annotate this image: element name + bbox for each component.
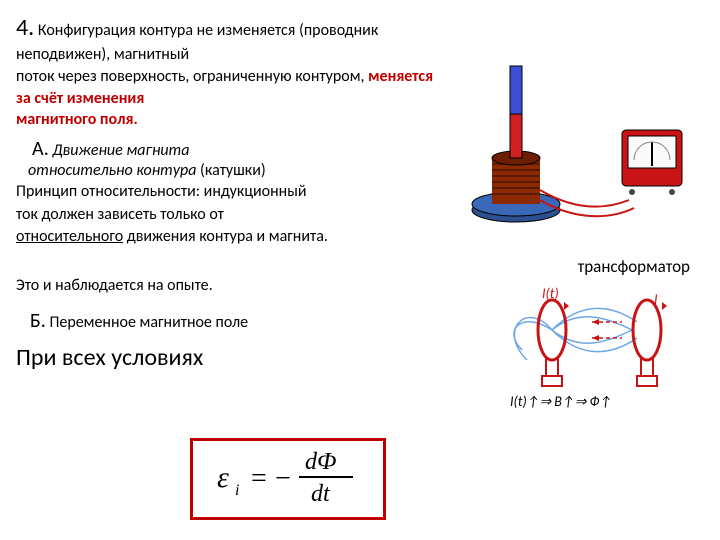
heading-number: 4. [16, 13, 34, 42]
transformer-diagram: I(t) I I(t)↑⇒ B↑⇒ Ф↑ [492, 280, 692, 410]
section-b: Б. Переменное магнитное поле [30, 309, 446, 333]
transformer-caption: I(t)↑⇒ B↑⇒ Ф↑ [510, 393, 612, 410]
principle-line1: Принцип относительности: индукционный [16, 182, 446, 203]
current-label: I(t) [542, 285, 559, 302]
principle-line3: относительного движения контура и магнит… [16, 227, 446, 248]
section-a-subtitle: относительно контура (катушки) [28, 161, 446, 180]
formula-box: ε i = − dФ dt [190, 438, 386, 520]
heading: 4. Конфигурация контура не изменяется (п… [16, 12, 446, 66]
conclusion-text: При всех условиях [16, 343, 446, 372]
formula-eq: = [251, 463, 267, 494]
section-b-title: Переменное магнитное поле [49, 313, 248, 332]
section-a-label: А. [32, 137, 49, 161]
formula-lhs-sub: i [235, 482, 239, 499]
heading-line3: магнитного поля. [16, 109, 446, 131]
coil-magnet-diagram [454, 60, 694, 230]
section-a-title: Движение магнита [52, 141, 189, 160]
current2-label: I [654, 291, 658, 308]
principle-line2: ток должен зависеть только от [16, 205, 446, 226]
heading-line2: поток через поверхность, ограниченную ко… [16, 66, 446, 109]
transformer-label: трансформатор [578, 256, 690, 277]
observed-text: Это и наблюдается на опыте. [16, 276, 446, 297]
formula-numerator: dФ [305, 449, 336, 475]
formula-minus: − [275, 463, 291, 494]
formula-lhs: ε [217, 461, 229, 494]
heading-line1: Конфигурация контура не изменяется (пров… [16, 21, 378, 64]
formula-denominator: dt [311, 481, 331, 507]
section-b-label: Б. [30, 309, 46, 333]
section-a: А. Движение магнита [32, 137, 446, 161]
